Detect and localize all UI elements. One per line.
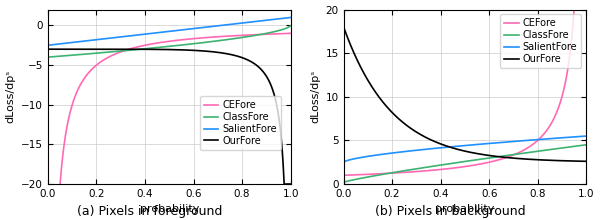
CEFore	[235, 34, 242, 37]
OurFore	[575, 160, 583, 163]
Line: CEFore: CEFore	[344, 0, 586, 175]
ClassFore	[583, 143, 590, 146]
ClassFore	[235, 37, 242, 39]
ClassFore	[531, 150, 538, 153]
CEFore	[280, 32, 287, 35]
Line: SalientFore: SalientFore	[344, 136, 586, 162]
ClassFore	[57, 55, 64, 57]
Line: SalientFore: SalientFore	[48, 18, 290, 45]
CEFore	[163, 40, 170, 43]
X-axis label: probability: probability	[435, 204, 494, 214]
Text: (b) Pixels in background: (b) Pixels in background	[374, 205, 526, 218]
OurFore	[583, 160, 590, 163]
OurFore	[575, 160, 583, 163]
Text: (a) Pixels in foreground: (a) Pixels in foreground	[77, 205, 223, 218]
Legend: CEFore, ClassFore, SalientFore, OurFore: CEFore, ClassFore, SalientFore, OurFore	[200, 96, 281, 150]
Legend: CEFore, ClassFore, SalientFore, OurFore: CEFore, ClassFore, SalientFore, OurFore	[500, 15, 581, 68]
CEFore	[340, 174, 347, 177]
SalientFore	[575, 135, 583, 138]
CEFore	[57, 177, 64, 180]
SalientFore	[235, 22, 242, 25]
SalientFore	[575, 135, 583, 138]
OurFore	[280, 166, 287, 169]
SalientFore	[583, 135, 590, 137]
ClassFore	[458, 161, 465, 163]
SalientFore	[163, 30, 170, 33]
X-axis label: probability: probability	[140, 204, 199, 214]
ClassFore	[44, 56, 52, 59]
CEFore	[458, 166, 465, 168]
ClassFore	[340, 181, 347, 183]
ClassFore	[575, 144, 583, 147]
SalientFore	[458, 145, 465, 147]
SalientFore	[44, 44, 52, 47]
OurFore	[452, 147, 459, 150]
ClassFore	[287, 25, 294, 27]
SalientFore	[452, 145, 459, 148]
SalientFore	[57, 42, 64, 45]
ClassFore	[353, 178, 360, 181]
CEFore	[353, 174, 360, 176]
OurFore	[156, 48, 163, 51]
Line: OurFore: OurFore	[344, 28, 586, 161]
OurFore	[287, 183, 294, 185]
OurFore	[280, 164, 287, 166]
SalientFore	[353, 157, 360, 160]
CEFore	[156, 41, 163, 44]
OurFore	[340, 26, 347, 29]
OurFore	[57, 48, 64, 51]
ClassFore	[163, 45, 170, 48]
Line: ClassFore: ClassFore	[48, 26, 290, 57]
ClassFore	[280, 28, 287, 31]
Y-axis label: dLoss/dpˢ: dLoss/dpˢ	[310, 70, 320, 123]
SalientFore	[156, 31, 163, 34]
CEFore	[531, 142, 538, 144]
Line: CEFore: CEFore	[48, 33, 290, 220]
OurFore	[458, 149, 465, 152]
SalientFore	[280, 17, 287, 20]
Line: OurFore: OurFore	[48, 49, 290, 184]
ClassFore	[280, 28, 287, 31]
SalientFore	[531, 139, 538, 141]
SalientFore	[287, 16, 294, 19]
ClassFore	[575, 144, 583, 147]
OurFore	[235, 55, 242, 58]
CEFore	[452, 167, 459, 169]
OurFore	[353, 57, 360, 59]
OurFore	[44, 48, 52, 51]
CEFore	[287, 32, 294, 35]
ClassFore	[452, 161, 459, 164]
OurFore	[531, 158, 538, 161]
Line: ClassFore: ClassFore	[344, 145, 586, 182]
CEFore	[280, 32, 287, 35]
SalientFore	[340, 161, 347, 163]
OurFore	[163, 48, 170, 51]
ClassFore	[156, 46, 163, 49]
SalientFore	[280, 17, 287, 20]
OurFore	[281, 183, 288, 185]
Y-axis label: dLoss/dpˢ: dLoss/dpˢ	[5, 70, 16, 123]
